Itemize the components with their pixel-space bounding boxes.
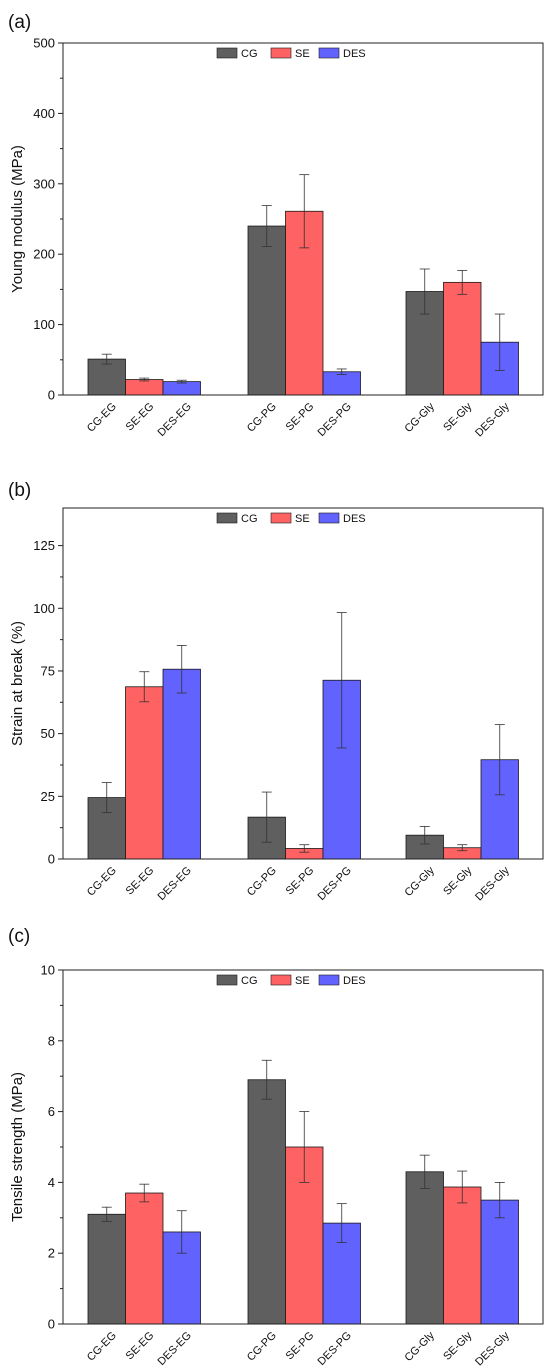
bar-DES-Gly: [480, 1199, 519, 1325]
x-tick-label: DES-EG: [156, 401, 194, 439]
x-tick-label: DES-Gly: [473, 1329, 512, 1367]
y-axis-title: Tensile strength (MPa): [9, 1072, 26, 1222]
y-axis-title: Young modulus (MPa): [9, 145, 26, 293]
y-tick-label: 100: [33, 601, 55, 616]
x-tick-label: SE-Gly: [441, 864, 474, 897]
bar-SE-EG: [125, 379, 164, 396]
bar-SE-Gly: [443, 1186, 482, 1325]
bar-DES-EG: [162, 668, 201, 860]
y-tick-label: 100: [33, 317, 55, 332]
y-tick-label: 10: [41, 963, 55, 978]
y-tick-label: 300: [33, 176, 55, 191]
x-tick-label: CG-PG: [245, 401, 279, 435]
y-tick-label: 4: [48, 1175, 55, 1190]
y-tick-label: 0: [48, 388, 55, 403]
y-tick-label: 0: [48, 852, 55, 867]
x-tick-label: SE-PG: [284, 1330, 317, 1363]
bar-CG-EG: [87, 358, 126, 396]
legend-swatch-CG: [216, 512, 238, 524]
legend-swatch-CG: [216, 974, 238, 986]
x-tick-label: SE-PG: [284, 865, 317, 898]
y-tick-label: 50: [41, 726, 55, 741]
x-tick-label: DES-EG: [156, 865, 194, 903]
x-tick-label: DES-EG: [156, 1330, 194, 1367]
x-tick-label: CG-PG: [245, 1330, 279, 1364]
x-tick-label: DES-PG: [316, 1330, 354, 1367]
x-tick-label: SE-Gly: [441, 400, 474, 433]
legend-label-DES: DES: [343, 513, 366, 525]
y-tick-label: 125: [33, 538, 55, 553]
chart-panel-1: (a) Young modulus (MPa) 0 100 200 300 400 500 CG…: [8, 12, 544, 439]
legend-label-SE: SE: [295, 513, 310, 525]
bar-CG-Gly: [405, 1171, 444, 1325]
bar-SE-EG: [125, 686, 164, 860]
legend-swatch-SE: [270, 512, 292, 524]
x-tick-label: SE-EG: [124, 865, 157, 898]
y-tick-label: 400: [33, 106, 55, 121]
plot-frame: [62, 42, 544, 396]
legend-swatch-SE: [270, 47, 292, 59]
panel-label: (c): [8, 926, 30, 947]
panel-label: (b): [8, 480, 31, 501]
legend-swatch-DES: [318, 47, 340, 59]
plot-frame: [62, 969, 544, 1325]
y-tick-label: 8: [48, 1033, 55, 1048]
x-tick-label: CG-Gly: [402, 864, 437, 899]
legend-label-DES: DES: [343, 48, 366, 60]
bar-SE-EG: [125, 1192, 164, 1325]
x-tick-label: SE-EG: [124, 401, 157, 434]
x-tick-label: CG-EG: [85, 401, 119, 435]
bar-CG-PG: [247, 225, 286, 396]
x-tick-label: SE-PG: [284, 401, 317, 434]
legend-label-CG: CG: [241, 513, 258, 525]
y-axis-title: Strain at break (%): [9, 621, 26, 746]
legend-swatch-DES: [318, 512, 340, 524]
legend-swatch-DES: [318, 974, 340, 986]
x-tick-label: DES-Gly: [473, 400, 512, 439]
x-tick-label: CG-EG: [85, 865, 119, 899]
legend-swatch-CG: [216, 47, 238, 59]
y-tick-label: 6: [48, 1104, 55, 1119]
x-tick-label: DES-Gly: [473, 864, 512, 903]
legend-label-CG: CG: [241, 975, 258, 987]
y-tick-label: 500: [33, 36, 55, 51]
bar-CG-PG: [247, 1079, 286, 1325]
bar-SE-Gly: [443, 281, 482, 396]
y-tick-label: 75: [41, 663, 55, 678]
legend-swatch-SE: [270, 974, 292, 986]
legend-label-SE: SE: [295, 975, 310, 987]
y-tick-label: 2: [48, 1246, 55, 1261]
x-tick-label: DES-PG: [316, 401, 354, 439]
x-tick-label: SE-Gly: [441, 1329, 474, 1362]
y-tick-label: 200: [33, 247, 55, 262]
x-tick-label: SE-EG: [124, 1330, 157, 1363]
chart-panel-2: (b) Strain at break (%) 0 25 50 75 100 125 CG-EG…: [8, 480, 544, 903]
panel-label: (a): [8, 12, 31, 33]
legend-label-SE: SE: [295, 48, 310, 60]
bar-DES-EG: [162, 381, 201, 396]
x-tick-label: CG-Gly: [402, 400, 437, 435]
bar-CG-EG: [87, 1213, 126, 1325]
x-tick-label: CG-PG: [245, 865, 279, 899]
x-tick-label: DES-PG: [316, 865, 354, 903]
plot-frame: [62, 507, 544, 860]
y-tick-label: 25: [41, 789, 55, 804]
y-tick-label: 0: [48, 1317, 55, 1332]
bar-DES-PG: [322, 371, 361, 396]
legend-label-DES: DES: [343, 975, 366, 987]
legend-label-CG: CG: [241, 48, 258, 60]
x-tick-label: CG-Gly: [402, 1329, 437, 1364]
x-tick-label: CG-EG: [85, 1330, 119, 1364]
